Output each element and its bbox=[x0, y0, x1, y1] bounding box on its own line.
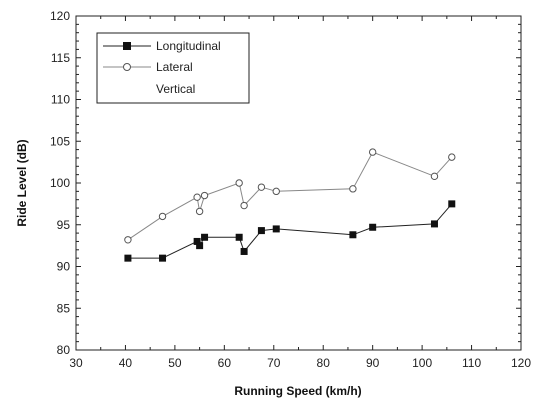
x-tick-label: 70 bbox=[267, 356, 281, 370]
y-tick-label: 90 bbox=[57, 260, 71, 274]
data-point-longitudinal bbox=[235, 233, 243, 241]
x-tick-label: 90 bbox=[366, 356, 380, 370]
data-point-lateral bbox=[448, 153, 456, 161]
data-point-lateral bbox=[124, 236, 132, 244]
data-point-lateral bbox=[200, 191, 209, 200]
legend-label-longitudinal: Longitudinal bbox=[156, 39, 221, 53]
y-tick-label: 120 bbox=[50, 9, 70, 23]
legend-box bbox=[96, 32, 250, 104]
series-layer bbox=[124, 148, 456, 262]
y-tick-label: 105 bbox=[50, 134, 70, 148]
data-point-longitudinal bbox=[257, 227, 265, 235]
y-tick-label: 110 bbox=[51, 93, 70, 107]
x-tick-label: 100 bbox=[412, 356, 432, 370]
series-line-longitudinal bbox=[127, 203, 453, 259]
data-point-longitudinal bbox=[124, 254, 132, 262]
x-tick-label: 80 bbox=[317, 356, 331, 370]
data-point-lateral bbox=[240, 201, 248, 210]
axis-ticks: 30 40 50 60 70 80 90 100 110 120 80 85 90 95 100 105 110… bbox=[50, 9, 531, 370]
y-tick-label: 80 bbox=[57, 343, 71, 357]
data-point-longitudinal bbox=[159, 254, 167, 262]
x-tick-label: 30 bbox=[69, 356, 83, 370]
data-point-longitudinal bbox=[349, 231, 357, 239]
x-tick-label: 120 bbox=[511, 356, 531, 370]
data-point-longitudinal bbox=[201, 233, 209, 241]
y-axis-title: Ride Level (dB) bbox=[15, 139, 29, 226]
data-point-lateral bbox=[195, 207, 204, 216]
data-point-lateral bbox=[158, 212, 167, 221]
y-tick-label: 95 bbox=[57, 218, 71, 232]
data-point-lateral bbox=[430, 172, 439, 181]
legend-marker-longitudinal bbox=[123, 42, 131, 50]
x-tick-label: 110 bbox=[462, 356, 481, 370]
data-point-longitudinal bbox=[193, 237, 201, 245]
legend-marker-lateral bbox=[123, 63, 131, 71]
x-axis-title: Running Speed (km/h) bbox=[234, 384, 361, 398]
data-point-lateral bbox=[349, 185, 357, 193]
legend-label-vertical: Vertical bbox=[156, 82, 195, 96]
legend: Longitudinal Lateral Vertical bbox=[96, 32, 250, 104]
x-tick-label: 40 bbox=[119, 356, 133, 370]
data-point-longitudinal bbox=[272, 225, 280, 233]
data-point-longitudinal bbox=[240, 247, 248, 255]
data-point-lateral bbox=[257, 183, 266, 191]
y-tick-label: 100 bbox=[50, 176, 70, 190]
data-point-longitudinal bbox=[196, 242, 204, 250]
legend-label-lateral: Lateral bbox=[156, 60, 193, 74]
x-tick-label: 50 bbox=[168, 356, 182, 370]
y-tick-label: 85 bbox=[57, 301, 71, 315]
data-point-longitudinal bbox=[448, 200, 456, 208]
series-line-lateral bbox=[127, 151, 453, 241]
data-point-longitudinal bbox=[369, 223, 377, 231]
data-point-longitudinal bbox=[430, 220, 438, 228]
data-point-lateral bbox=[193, 193, 201, 201]
data-point-lateral bbox=[272, 187, 280, 196]
y-tick-label: 115 bbox=[51, 51, 70, 65]
x-tick-label: 60 bbox=[218, 356, 232, 370]
data-point-lateral bbox=[235, 179, 243, 187]
data-point-lateral bbox=[368, 148, 377, 156]
